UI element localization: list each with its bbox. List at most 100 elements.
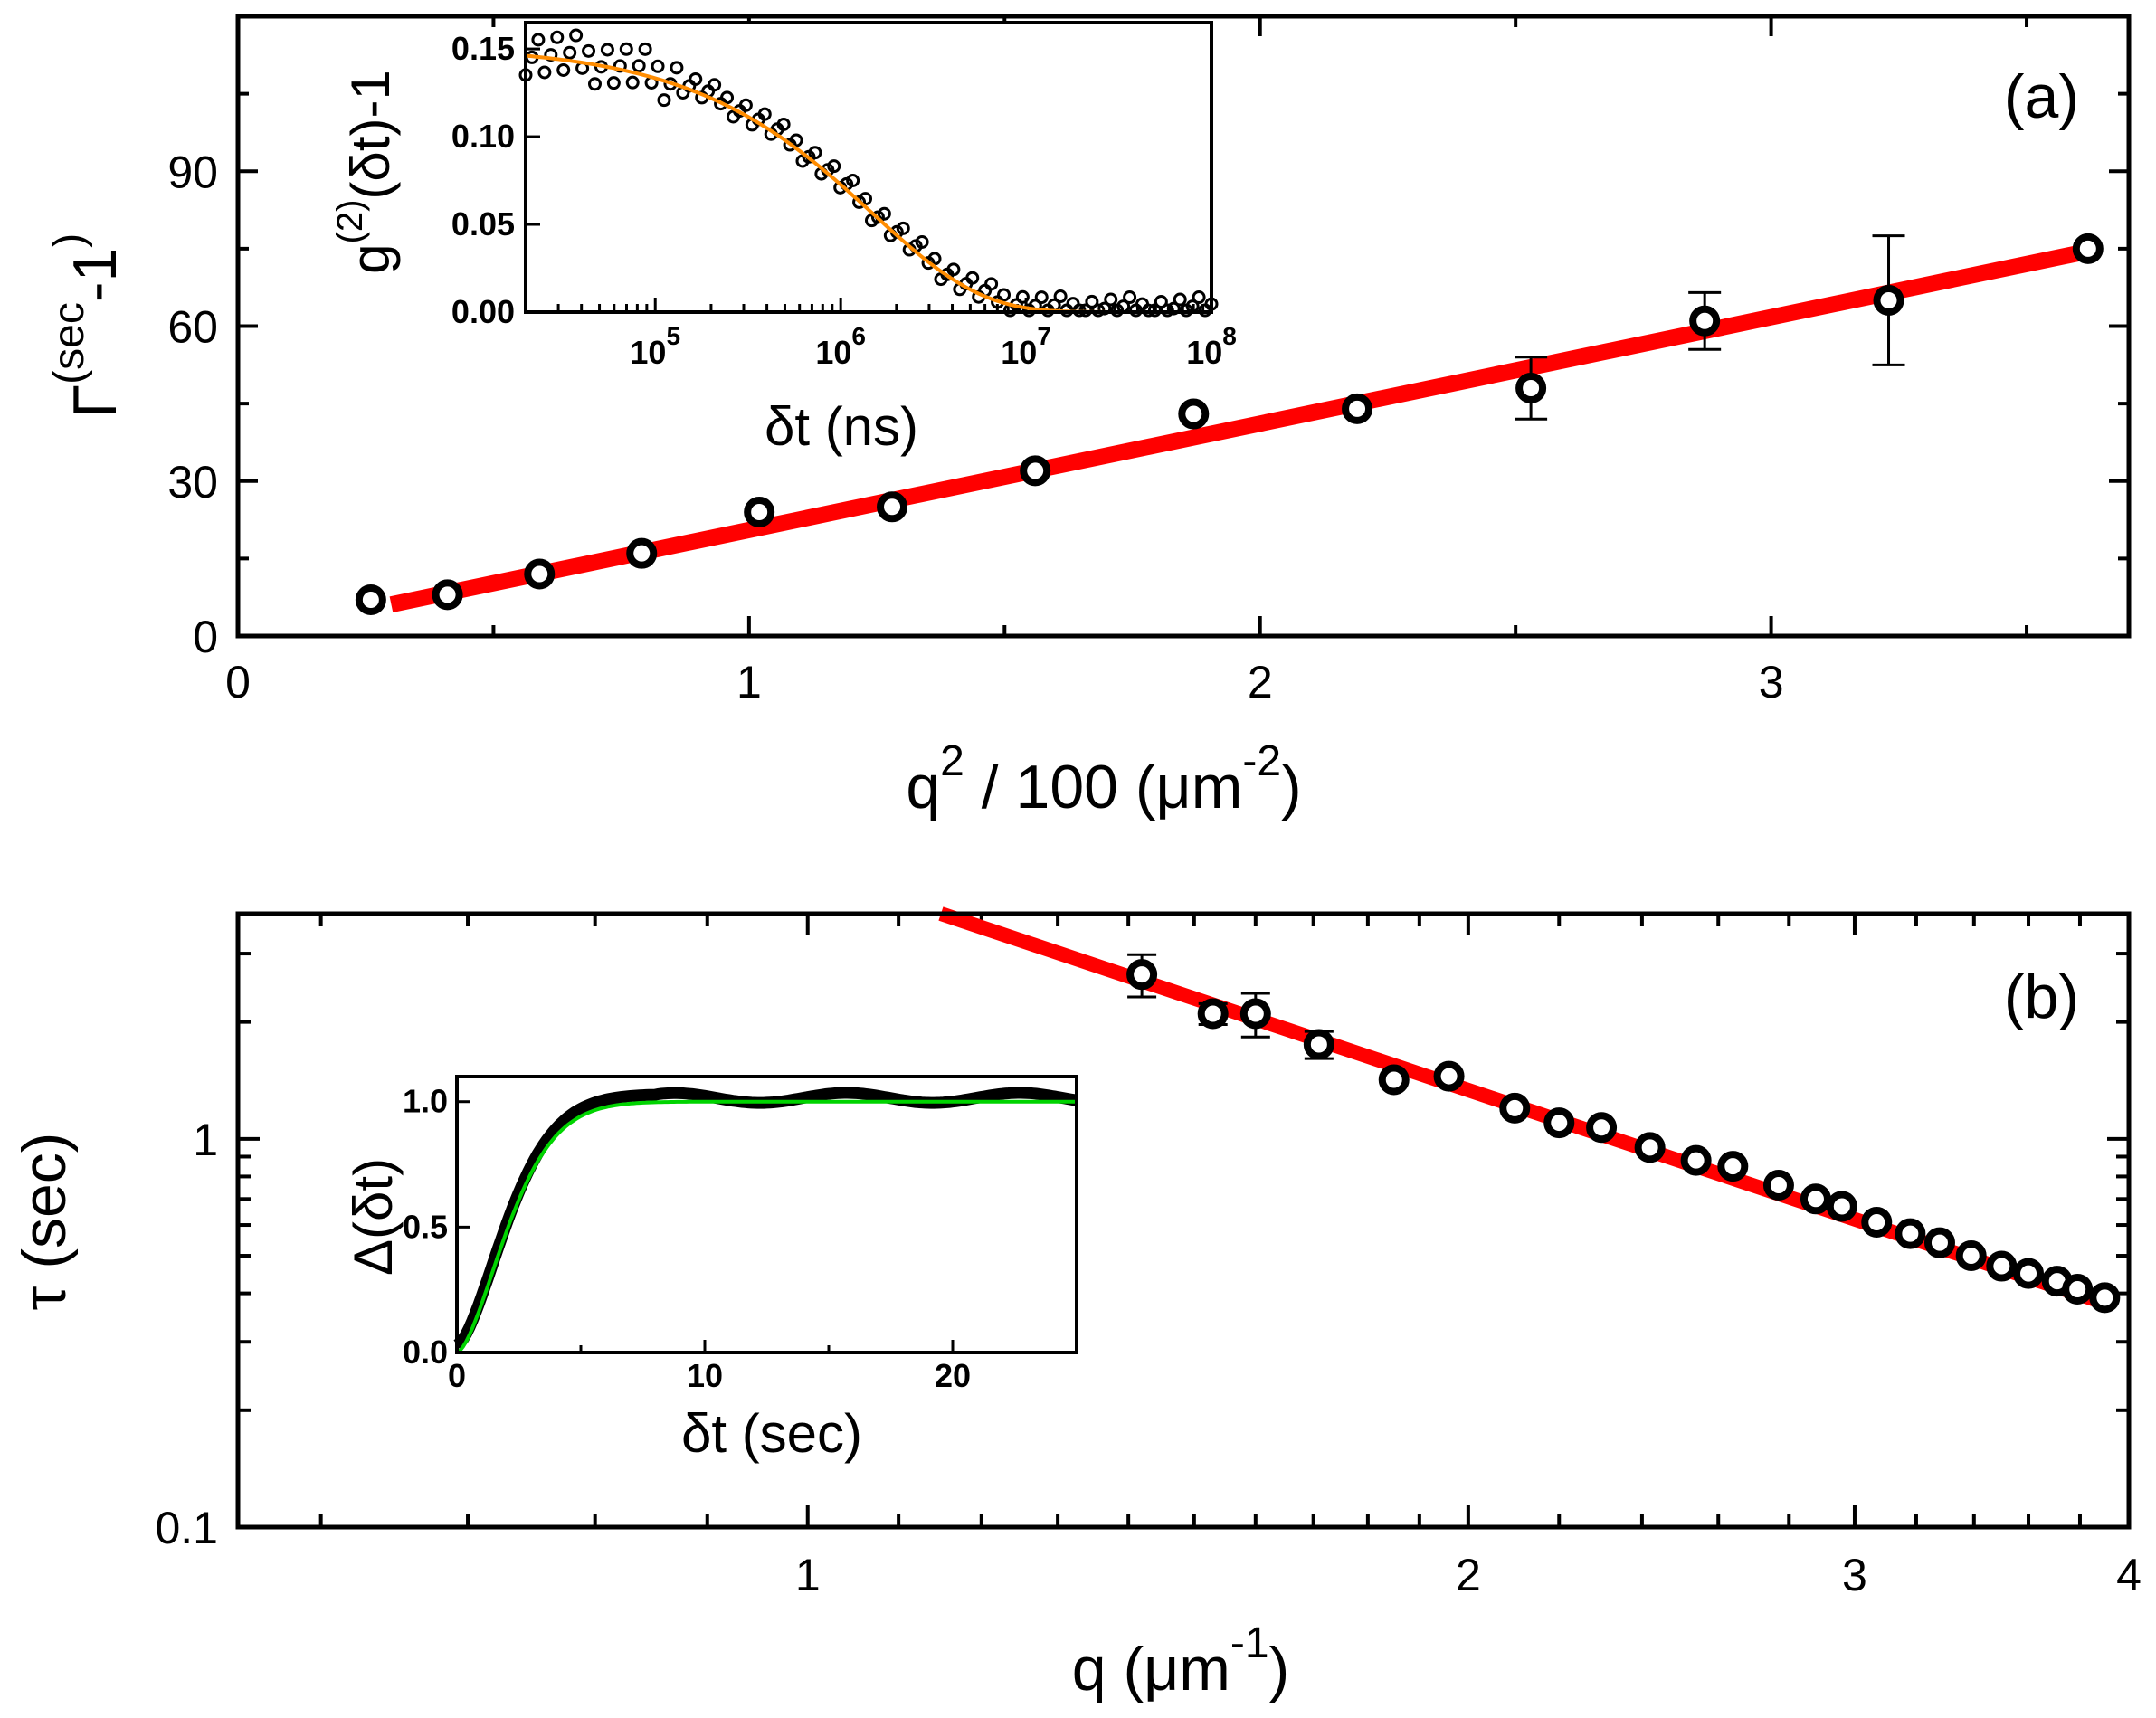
inset-frame (455, 1075, 1078, 1354)
x-axis-label-part: ) (1281, 753, 1302, 821)
inset-x-tick-label-part: 10 (815, 334, 851, 371)
inset-x-tick-label-part: 8 (1222, 322, 1237, 350)
inset-y-tick-label: 0.0 (403, 1334, 448, 1371)
y-axis-label-part: (sec (45, 302, 93, 384)
inset-data-point (720, 90, 735, 105)
data-point (2072, 233, 2104, 264)
inset-data-point (619, 42, 633, 56)
inset-data-point (965, 271, 980, 285)
inset-data-point (708, 78, 722, 92)
x-tick-label: 2 (1248, 657, 1273, 707)
inset-data-point (1154, 295, 1168, 309)
inset-y-tick-label: 0.00 (451, 293, 515, 330)
inset-data-point (1015, 289, 1030, 304)
inset-data-point (632, 59, 646, 73)
data-point (1955, 1240, 1987, 1272)
x-axis-label: q (μm-1) (1072, 1619, 1290, 1704)
x-axis-label-part: -2 (1242, 737, 1281, 785)
data-point (2062, 1274, 2094, 1305)
data-point (744, 497, 775, 527)
inset-data-point (1097, 301, 1112, 316)
inset-fit-curve (455, 1099, 1077, 1354)
data-point (432, 579, 463, 611)
x-tick-label: 3 (1842, 1550, 1867, 1600)
data-point (1515, 373, 1547, 403)
data-point (1239, 998, 1271, 1030)
inset-data-point (670, 61, 684, 75)
inset-x-tick-label-part: 6 (851, 322, 866, 350)
inset-y-axis-label-part: g (340, 243, 401, 273)
x-axis-label-part: -1 (1230, 1619, 1269, 1667)
y-axis-label-part: -1 (61, 248, 129, 302)
data-point (1178, 398, 1210, 430)
inset-data-point (1192, 290, 1206, 305)
data-point (626, 537, 658, 569)
inset-y-axis-label-part: (δt)-1 (340, 70, 401, 199)
panel-b: 1 2 3 4 0.1 1 (b) q (μm-1) τ (sec) 0 10 20 0.0 0.5 1.0… (10, 906, 2142, 1704)
inset-data-point (789, 133, 803, 147)
inset-data-point (738, 98, 753, 112)
x-tick-label: 1 (736, 657, 762, 707)
x-axis-label-part: q (μm (1072, 1635, 1230, 1704)
inset-data-point (544, 48, 558, 62)
data-point (1689, 305, 1721, 337)
data-point (1543, 1107, 1575, 1139)
inset-data-point (997, 288, 1012, 302)
inset-data-point (1034, 290, 1049, 305)
panel-label: (a) (2004, 62, 2079, 131)
data-point (1126, 959, 1158, 991)
inset-data-point (776, 117, 791, 131)
inset-x-tick-label: 0 (448, 1357, 466, 1394)
inset-x-axis-label: δt (ns) (765, 396, 918, 457)
inset-data-point (808, 146, 822, 160)
inset-x-tick-label: 107 (1001, 322, 1051, 371)
inset-data-point (556, 62, 571, 77)
inset-data-point (1104, 292, 1118, 307)
inset-data-point (846, 174, 860, 188)
data-point (1342, 393, 1373, 424)
inset-data-point (531, 33, 546, 47)
inset-data-point (1123, 290, 1137, 305)
panel-label: (b) (2004, 963, 2079, 1031)
inset-data-point (651, 59, 665, 73)
data-point (1762, 1169, 1794, 1201)
inset-data-point (625, 75, 640, 90)
inset-x-tick-label-part: 10 (1186, 334, 1222, 371)
inset-frame (524, 21, 1213, 314)
data-point (524, 558, 556, 590)
data-point (1861, 1206, 1893, 1238)
inset-data-point (1053, 289, 1068, 304)
inset-data-point (896, 221, 910, 235)
x-tick-label: 4 (2116, 1550, 2142, 1600)
inset-x-tick-label: 108 (1186, 322, 1237, 371)
data-point (1634, 1132, 1666, 1163)
inset-y-axis-label: Δ(δt) (343, 1158, 404, 1276)
inset-y-tick-label: 1.0 (403, 1083, 448, 1120)
y-tick-label: 0.1 (155, 1503, 218, 1553)
y-tick-label: 60 (167, 302, 218, 353)
inset-x-tick-label-part: 10 (630, 334, 666, 371)
inset-data-point (915, 234, 929, 249)
inset-data-point (984, 277, 999, 291)
data-point (1378, 1064, 1410, 1096)
inset-data-point (550, 30, 565, 44)
fit-line (389, 242, 2090, 612)
inset-y-axis-label: g(2)(δt)-1 (330, 70, 401, 274)
data-point (1303, 1029, 1334, 1060)
data-point (1020, 455, 1051, 487)
data-point (1873, 284, 1904, 316)
y-tick-label: 90 (167, 147, 218, 197)
data-point (1499, 1092, 1531, 1124)
inset-data-point (827, 159, 841, 174)
inset-x-tick-label-part: 7 (1037, 322, 1051, 350)
inset-x-tick-label: 10 (687, 1357, 723, 1394)
x-axis-label-part: 2 (940, 737, 964, 785)
data-point (1433, 1060, 1465, 1092)
data-point (1826, 1191, 1857, 1222)
inset-data-point (757, 107, 772, 121)
x-tick-label: 2 (1456, 1550, 1481, 1600)
inset-x-tick-label: 105 (630, 322, 680, 371)
inset-data-point (600, 43, 614, 57)
y-tick-label: 1 (193, 1115, 218, 1165)
